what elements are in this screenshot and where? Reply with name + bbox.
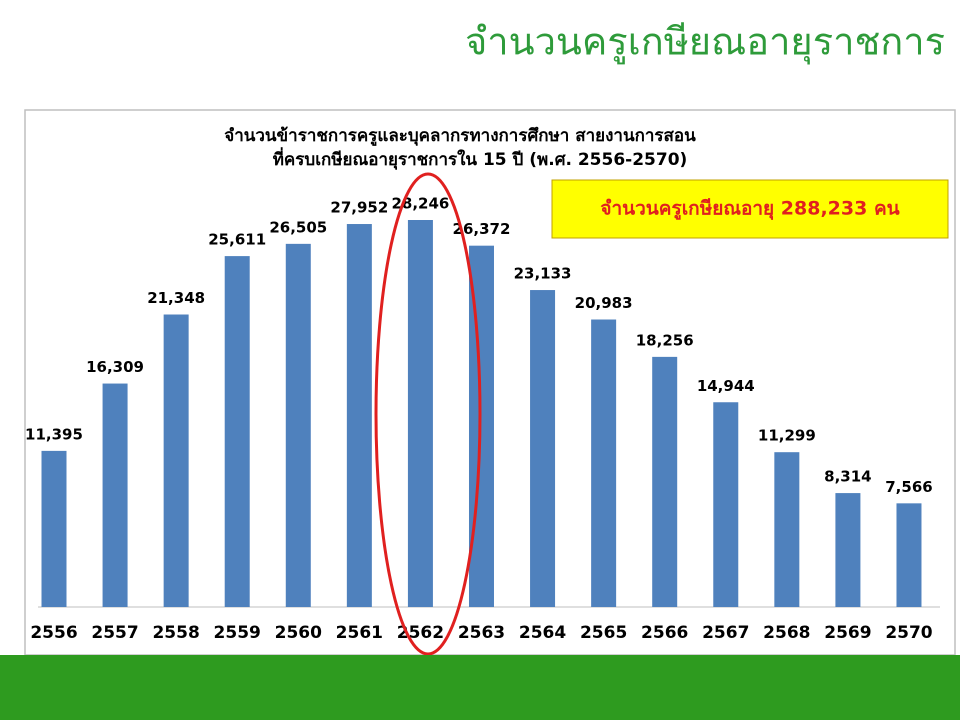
x-tick-label: 2560 <box>275 623 322 643</box>
x-tick-label: 2565 <box>580 623 627 643</box>
value-label: 16,309 <box>86 358 144 376</box>
bar <box>713 402 739 607</box>
plot: 11,395 2556 16,309 2557 21,348 2558 25,611 2559… <box>25 195 933 644</box>
chart-title: จำนวนข้าราชการครูและบุคลากรทางการศึกษา ส… <box>224 126 696 147</box>
value-label: 11,395 <box>25 425 83 443</box>
value-label: 8,314 <box>824 468 871 486</box>
annotation: จำนวนครูเกษียณอายุ 288,233 คน <box>600 198 899 221</box>
x-tick-label: 2566 <box>641 623 688 643</box>
x-tick-label: 2564 <box>519 623 566 643</box>
x-tick-label: 2558 <box>152 623 199 643</box>
footer-band <box>0 655 960 720</box>
bar <box>530 290 556 607</box>
bar <box>652 356 678 607</box>
value-label: 25,611 <box>208 231 266 249</box>
x-tick-label: 2569 <box>824 623 871 643</box>
value-label: 27,952 <box>330 199 388 217</box>
x-tick-label: 2556 <box>30 623 77 643</box>
bar <box>835 493 861 607</box>
bar <box>346 224 372 607</box>
chart-title: ที่ครบเกษียณอายุราชการใน 15 ปี (พ.ศ. 255… <box>273 147 688 170</box>
highlight-ellipse <box>374 172 482 656</box>
bar <box>163 314 189 607</box>
slide-title: จำนวนครูเกษียณอายุราชการ <box>465 20 945 65</box>
bar <box>224 256 250 607</box>
bar <box>41 450 67 607</box>
x-tick-label: 2563 <box>458 623 505 643</box>
value-label: 26,505 <box>269 218 327 236</box>
value-label: 23,133 <box>514 265 572 283</box>
bar <box>407 220 433 607</box>
bar <box>285 243 311 608</box>
value-label: 14,944 <box>697 377 755 395</box>
value-label: 20,983 <box>575 294 633 312</box>
x-tick-label: 2568 <box>763 623 810 643</box>
x-tick-label: 2559 <box>214 623 261 643</box>
annotation-box <box>551 179 949 239</box>
bar <box>774 452 800 607</box>
bar <box>591 319 617 607</box>
value-label: 26,372 <box>453 220 511 238</box>
x-tick-label: 2570 <box>885 623 932 643</box>
x-tick-label: 2557 <box>91 623 138 643</box>
x-tick-label: 2567 <box>702 623 749 643</box>
bar <box>896 503 922 607</box>
value-label: 11,299 <box>758 427 816 445</box>
value-label: 18,256 <box>636 331 694 349</box>
bar <box>102 383 128 607</box>
value-label: 21,348 <box>147 289 205 307</box>
x-tick-label: 2561 <box>336 623 383 643</box>
value-label: 7,566 <box>885 478 932 496</box>
